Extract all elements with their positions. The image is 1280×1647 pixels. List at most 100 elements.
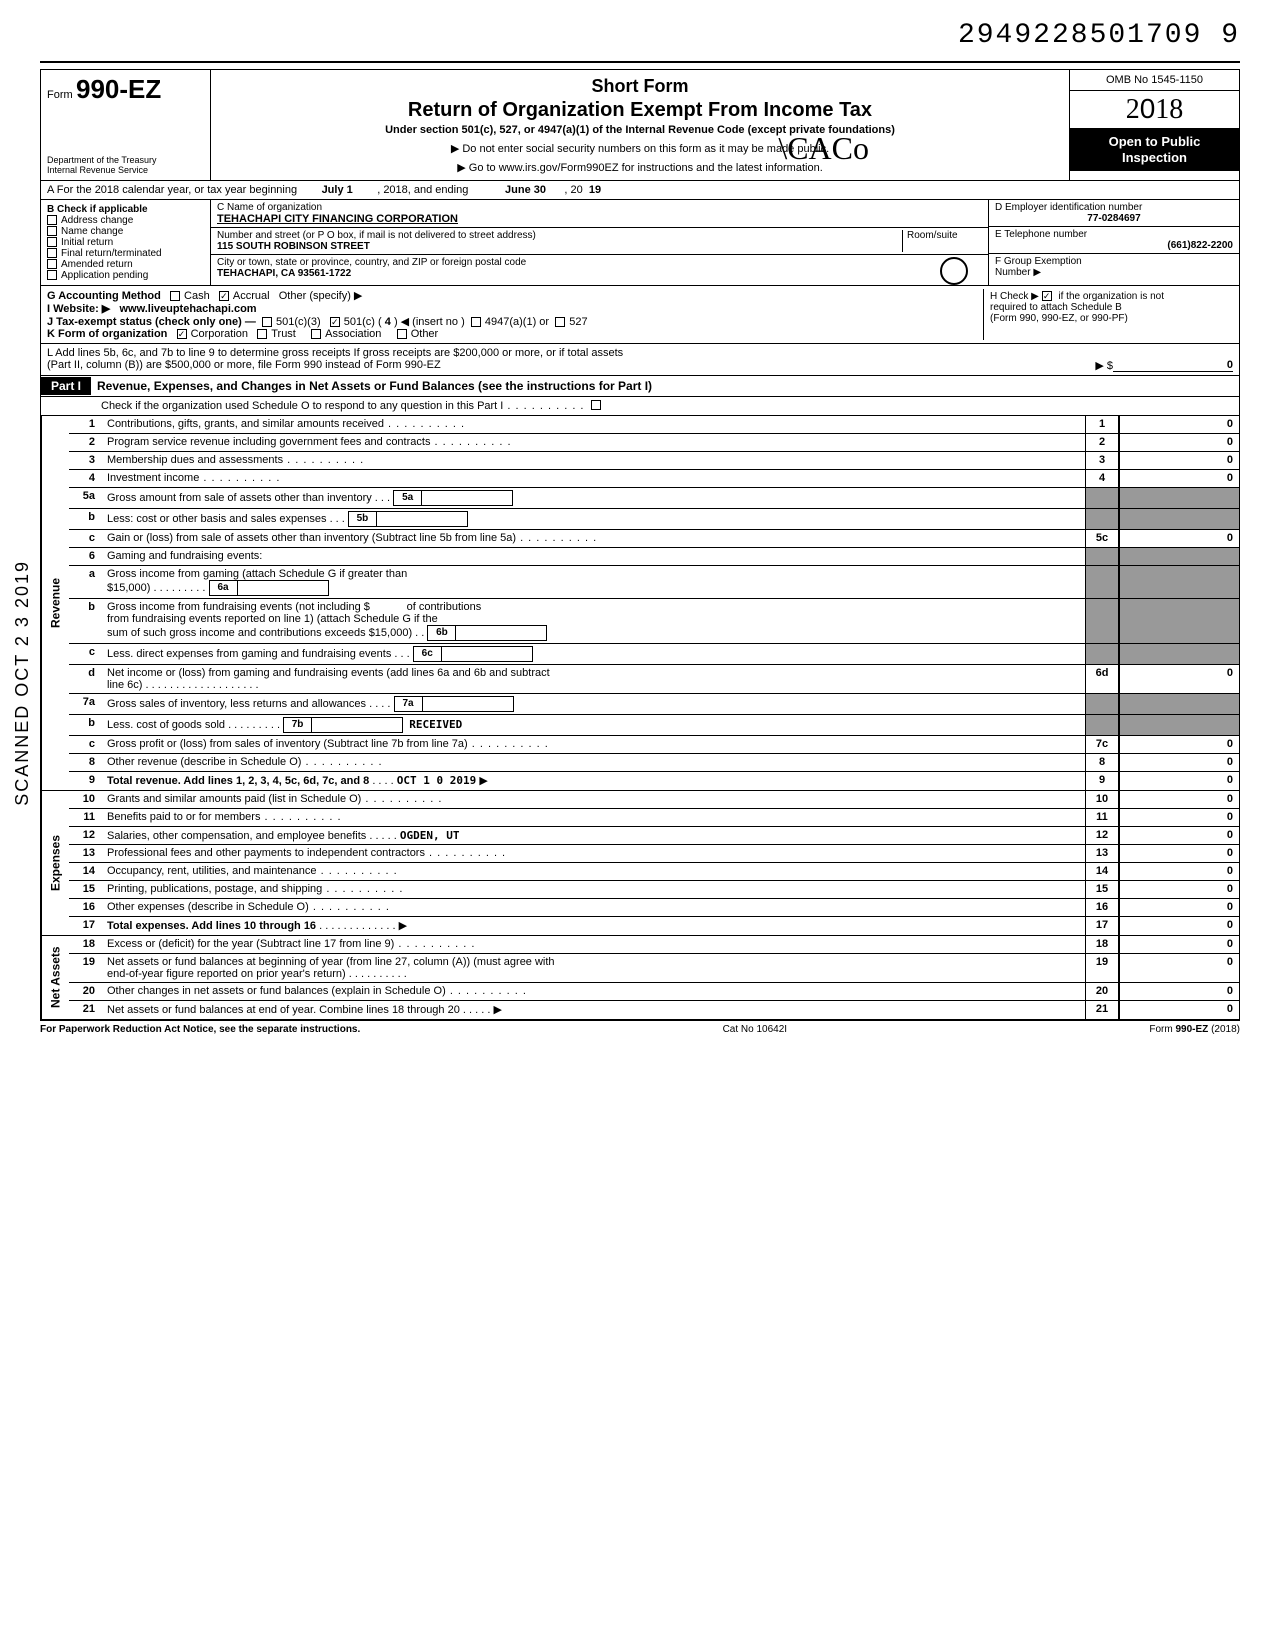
check-schedule-b[interactable] — [1042, 291, 1052, 301]
line-2-desc: Program service revenue including govern… — [103, 434, 1085, 451]
line-7a-num: 7a — [69, 694, 103, 714]
line-20-desc: Other changes in net assets or fund bala… — [103, 983, 1085, 1000]
line-h-text3: required to attach Schedule B — [990, 302, 1122, 313]
check-name[interactable] — [47, 226, 57, 236]
accrual-label: Accrual — [233, 290, 270, 302]
line-13-desc: Professional fees and other payments to … — [103, 845, 1085, 862]
check-initial-label: Initial return — [61, 237, 113, 248]
line-9-box: 9 — [1085, 772, 1119, 790]
line-17-desc: Total expenses. Add lines 10 through 16 … — [103, 917, 1085, 935]
check-pending[interactable] — [47, 270, 57, 280]
line-10-box: 10 — [1085, 791, 1119, 808]
line-14-box: 14 — [1085, 863, 1119, 880]
line-15-val: 0 — [1119, 881, 1239, 898]
line-18-desc: Excess or (deficit) for the year (Subtra… — [103, 936, 1085, 953]
line-7c-num: c — [69, 736, 103, 753]
phone-label: E Telephone number — [995, 229, 1233, 240]
check-pending-label: Application pending — [61, 270, 148, 281]
line-3-desc: Membership dues and assessments — [103, 452, 1085, 469]
line-19-desc: Net assets or fund balances at beginning… — [103, 954, 1085, 982]
netassets-side-label: Net Assets — [41, 936, 69, 1019]
line-11-desc: Benefits paid to or for members — [103, 809, 1085, 826]
line-8-val: 0 — [1119, 754, 1239, 771]
check-501c[interactable] — [330, 317, 340, 327]
line-6-box — [1085, 548, 1119, 565]
line-7c-desc: Gross profit or (loss) from sales of inv… — [103, 736, 1085, 753]
line-5a-val — [1119, 488, 1239, 508]
check-other-org[interactable] — [397, 329, 407, 339]
line-11-val: 0 — [1119, 809, 1239, 826]
check-initial[interactable] — [47, 237, 57, 247]
part1-header: Part I — [41, 377, 91, 395]
line-4-val: 0 — [1119, 470, 1239, 487]
line-7b-box — [1085, 715, 1119, 735]
line-3-val: 0 — [1119, 452, 1239, 469]
scanned-stamp: SCANNED OCT 2 3 2019 — [12, 560, 33, 806]
check-final[interactable] — [47, 248, 57, 258]
check-trust[interactable] — [257, 329, 267, 339]
line-6d-box: 6d — [1085, 665, 1119, 693]
line-13-num: 13 — [69, 845, 103, 862]
part1-check: Check if the organization used Schedule … — [40, 397, 1240, 416]
line-14-val: 0 — [1119, 863, 1239, 880]
cash-label: Cash — [184, 290, 210, 302]
line-4-box: 4 — [1085, 470, 1119, 487]
line-6-num: 6 — [69, 548, 103, 565]
line-10-val: 0 — [1119, 791, 1239, 808]
check-amended[interactable] — [47, 259, 57, 269]
line-20-num: 20 — [69, 983, 103, 1000]
line-18-num: 18 — [69, 936, 103, 953]
line-6c-box — [1085, 644, 1119, 664]
section-b-label: B Check if applicable — [47, 204, 204, 215]
part1-title: Revenue, Expenses, and Changes in Net As… — [91, 376, 1239, 396]
check-accrual[interactable] — [219, 291, 229, 301]
line-11-box: 11 — [1085, 809, 1119, 826]
footer-left: For Paperwork Reduction Act Notice, see … — [40, 1024, 360, 1035]
check-4947[interactable] — [471, 317, 481, 327]
line-7b-val — [1119, 715, 1239, 735]
footer-right: Form 990-EZ (2018) — [1149, 1024, 1240, 1035]
line-17-num: 17 — [69, 917, 103, 935]
line-g-i-row: G Accounting Method Cash Accrual Other (… — [40, 286, 1240, 344]
trust-label: Trust — [271, 328, 296, 340]
line-l-arrow: ▶ $ — [1095, 359, 1113, 372]
line-6b-val — [1119, 599, 1239, 643]
street: 115 SOUTH ROBINSON STREET — [217, 241, 370, 252]
check-schedule-o[interactable] — [591, 400, 601, 410]
subtitle: Under section 501(c), 527, or 4947(a)(1)… — [221, 124, 1059, 136]
other-org-label: Other — [411, 328, 439, 340]
line-1-num: 1 — [69, 416, 103, 433]
line-10-desc: Grants and similar amounts paid (list in… — [103, 791, 1085, 808]
ogden-stamp: OGDEN, UT — [400, 829, 460, 842]
city: TEHACHAPI, CA 93561-1722 — [217, 268, 351, 279]
corp-label: Corporation — [191, 328, 248, 340]
check-assoc[interactable] — [311, 329, 321, 339]
line-6b-num: b — [69, 599, 103, 643]
room-label: Room/suite — [902, 230, 982, 252]
line-5b-num: b — [69, 509, 103, 529]
501c-end: ) ◀ (insert no ) — [394, 316, 465, 328]
check-corp[interactable] — [177, 329, 187, 339]
dept-irs: Internal Revenue Service — [47, 166, 204, 176]
line-a-mid: , 2018, and ending — [377, 184, 468, 196]
line-4-num: 4 — [69, 470, 103, 487]
line-j-label: J Tax-exempt status (check only one) — — [47, 316, 256, 328]
line-16-box: 16 — [1085, 899, 1119, 916]
check-527[interactable] — [555, 317, 565, 327]
open-public-1: Open to Public — [1074, 134, 1235, 150]
check-name-label: Name change — [61, 226, 123, 237]
line-1-box: 1 — [1085, 416, 1119, 433]
form-number: 990-EZ — [76, 74, 161, 104]
line-7c-val: 0 — [1119, 736, 1239, 753]
line-7b-num: b — [69, 715, 103, 735]
omb-number: OMB No 1545-1150 — [1070, 70, 1239, 91]
501c-label: 501(c) ( — [344, 316, 382, 328]
check-cash[interactable] — [170, 291, 180, 301]
tax-year: 2018 — [1070, 91, 1239, 128]
line-7a-val — [1119, 694, 1239, 714]
check-501c3[interactable] — [262, 317, 272, 327]
check-address[interactable] — [47, 215, 57, 225]
line-3-box: 3 — [1085, 452, 1119, 469]
line-21-desc: Net assets or fund balances at end of ye… — [103, 1001, 1085, 1019]
group-exempt-num: Number ▶ — [995, 267, 1041, 278]
